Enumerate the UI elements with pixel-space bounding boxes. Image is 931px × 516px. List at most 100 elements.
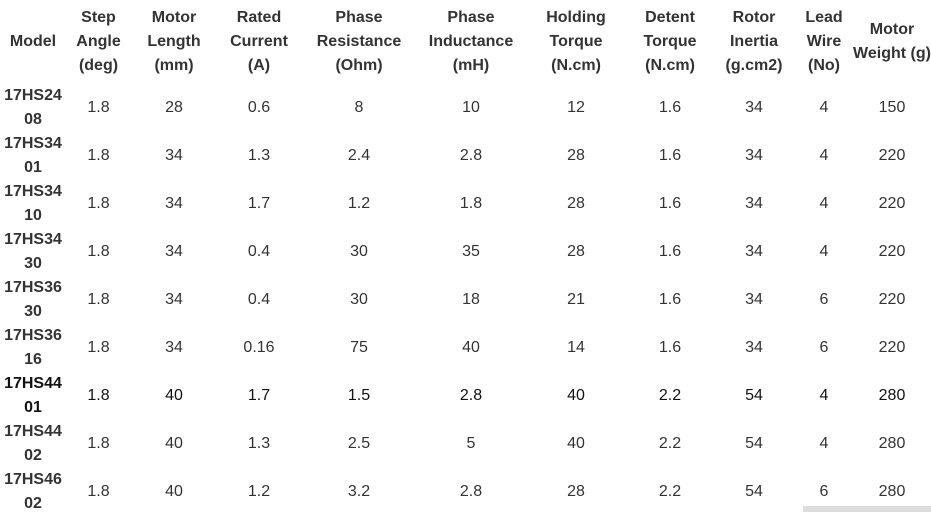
cell-motor-weight: 150 (878, 99, 906, 116)
cell-phase-inductance: 18 (462, 291, 480, 308)
cell-phase-inductance: 2.8 (459, 483, 483, 500)
column-header-phase-inductance: Phase Inductance (mH) (428, 9, 514, 74)
cell-motor-length: 40 (165, 435, 183, 452)
cell-motor-length: 34 (165, 243, 183, 260)
table-row: 17HS4602 1.8 40 1.2 3.2 2.8 28 2.2 54 6 280 (0, 468, 931, 516)
cell-rotor-inertia: 34 (745, 195, 763, 212)
column-header-lead-wire: Lead Wire (No) (805, 9, 843, 74)
cell-phase-inductance: 5 (466, 435, 476, 452)
table-header-row: Model Step Angle (deg) Motor Length (mm) Ra… (0, 0, 931, 84)
cell-motor-length: 40 (165, 483, 183, 500)
cell-lead-wire: 4 (819, 195, 829, 212)
cell-motor-weight: 280 (878, 435, 906, 452)
table-row: 17HS2408 1.8 28 0.6 8 10 12 1.6 34 4 150 (0, 84, 931, 132)
cell-holding-torque: 12 (567, 99, 585, 116)
cell-detent-torque: 1.6 (658, 291, 682, 308)
table-row: 17HS3430 1.8 34 0.4 30 35 28 1.6 34 4 220 (0, 228, 931, 276)
cell-lead-wire: 6 (819, 291, 829, 308)
cell-rotor-inertia: 54 (745, 387, 763, 404)
cell-step-angle: 1.8 (87, 147, 110, 164)
cell-rated-current: 0.16 (243, 339, 275, 356)
cell-phase-resistance: 1.5 (347, 387, 371, 404)
cell-rated-current: 1.2 (247, 483, 271, 500)
cell-holding-torque: 40 (567, 435, 585, 452)
cell-holding-torque: 21 (567, 291, 585, 308)
cell-detent-torque: 1.6 (658, 147, 682, 164)
cell-model: 17HS3616 (4, 327, 62, 368)
cell-phase-resistance: 1.2 (347, 195, 371, 212)
cell-phase-inductance: 2.8 (459, 387, 483, 404)
cell-rated-current: 1.7 (247, 195, 271, 212)
column-header-motor-length: Motor Length (mm) (147, 9, 201, 74)
cell-rotor-inertia: 54 (745, 435, 763, 452)
table-row: 17HS3410 1.8 34 1.7 1.2 1.8 28 1.6 34 4 220 (0, 180, 931, 228)
cell-phase-resistance: 2.4 (347, 147, 371, 164)
cell-motor-length: 34 (165, 291, 183, 308)
cell-model: 17HS4401 (4, 375, 62, 416)
cell-rated-current: 1.3 (247, 147, 271, 164)
column-header-motor-weight: Motor Weight (g) (853, 21, 931, 62)
cell-rotor-inertia: 54 (745, 483, 763, 500)
cell-rated-current: 0.6 (247, 99, 271, 116)
cell-phase-resistance: 3.2 (347, 483, 371, 500)
cell-lead-wire: 4 (819, 243, 829, 260)
cell-phase-inductance: 1.8 (459, 195, 483, 212)
cell-rotor-inertia: 34 (745, 291, 763, 308)
cell-lead-wire: 6 (819, 339, 829, 356)
table-row: 17HS3616 1.8 34 0.16 75 40 14 1.6 34 6 220 (0, 324, 931, 372)
cell-motor-length: 40 (165, 387, 183, 404)
cell-step-angle: 1.8 (87, 99, 110, 116)
cell-rated-current: 0.4 (247, 291, 271, 308)
cell-model: 17HS3401 (4, 135, 62, 176)
cell-holding-torque: 28 (567, 243, 585, 260)
column-header-rotor-inertia: Rotor Inertia (g.cm2) (725, 9, 783, 74)
cell-rated-current: 1.7 (247, 387, 271, 404)
cell-model: 17HS4602 (4, 471, 62, 512)
cell-holding-torque: 28 (567, 483, 585, 500)
cell-phase-resistance: 2.5 (347, 435, 371, 452)
cell-phase-resistance: 30 (350, 291, 368, 308)
cell-rotor-inertia: 34 (745, 243, 763, 260)
table-row: 17HS3630 1.8 34 0.4 30 18 21 1.6 34 6 220 (0, 276, 931, 324)
cell-motor-weight: 220 (878, 291, 906, 308)
horizontal-scrollbar[interactable] (803, 506, 931, 512)
cell-step-angle: 1.8 (87, 339, 110, 356)
cell-phase-inductance: 35 (462, 243, 480, 260)
cell-step-angle: 1.8 (87, 243, 110, 260)
cell-motor-weight: 220 (878, 339, 906, 356)
cell-phase-inductance: 2.8 (459, 147, 483, 164)
cell-phase-inductance: 10 (462, 99, 480, 116)
column-header-rated-current: Rated Current (A) (230, 9, 288, 74)
cell-motor-length: 34 (165, 339, 183, 356)
table-row: 17HS4402 1.8 40 1.3 2.5 5 40 2.2 54 4 280 (0, 420, 931, 468)
cell-detent-torque: 1.6 (658, 195, 682, 212)
cell-holding-torque: 14 (567, 339, 585, 356)
cell-motor-length: 28 (165, 99, 183, 116)
cell-model: 17HS4402 (4, 423, 62, 464)
cell-step-angle: 1.8 (87, 435, 110, 452)
column-header-phase-resistance: Phase Resistance (Ohm) (316, 9, 402, 74)
cell-detent-torque: 2.2 (658, 435, 682, 452)
cell-rotor-inertia: 34 (745, 147, 763, 164)
cell-motor-weight: 220 (878, 147, 906, 164)
cell-step-angle: 1.8 (87, 483, 110, 500)
column-header-step-angle: Step Angle (deg) (76, 9, 121, 74)
cell-motor-weight: 220 (878, 243, 906, 260)
column-header-holding-torque: Holding Torque (N.cm) (546, 9, 606, 74)
cell-detent-torque: 1.6 (658, 99, 682, 116)
cell-lead-wire: 6 (819, 483, 829, 500)
cell-motor-length: 34 (165, 147, 183, 164)
cell-detent-torque: 1.6 (658, 243, 682, 260)
cell-lead-wire: 4 (819, 147, 829, 164)
column-header-detent-torque: Detent Torque (N.cm) (643, 9, 697, 74)
cell-detent-torque: 1.6 (658, 339, 682, 356)
cell-phase-inductance: 40 (462, 339, 480, 356)
column-header-model: Model (9, 33, 57, 50)
cell-motor-weight: 220 (878, 195, 906, 212)
cell-detent-torque: 2.2 (658, 387, 682, 404)
table-row: 17HS3401 1.8 34 1.3 2.4 2.8 28 1.6 34 4 220 (0, 132, 931, 180)
cell-model: 17HS3430 (4, 231, 62, 272)
cell-lead-wire: 4 (819, 99, 829, 116)
cell-rated-current: 1.3 (247, 435, 271, 452)
